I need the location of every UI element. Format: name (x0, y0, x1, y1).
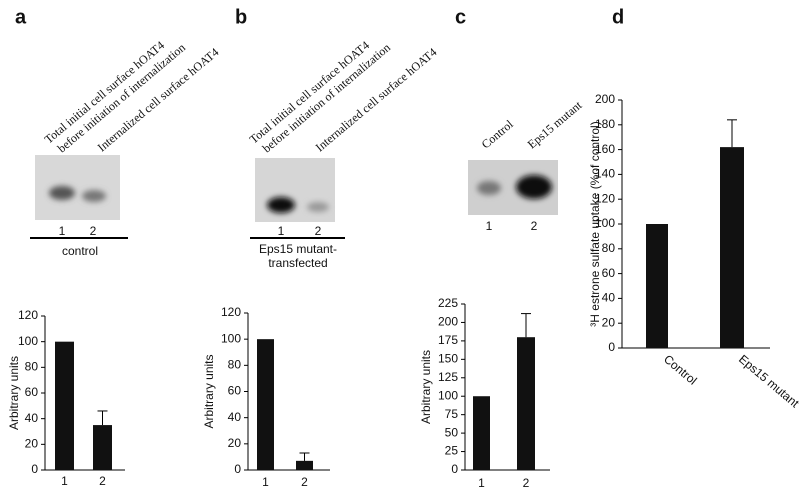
lane-label: 1 (59, 224, 66, 238)
y-tick-label: 100 (595, 216, 615, 230)
condition-label: control (62, 244, 98, 258)
y-tick-label: 175 (438, 333, 458, 347)
x-tick-label: 2 (523, 476, 530, 490)
y-axis-label: ³H estrone sulfate uptake (%of control) (588, 121, 602, 326)
y-tick-label: 40 (228, 410, 242, 424)
y-tick-label: 0 (31, 462, 38, 476)
bar (296, 460, 313, 470)
blot-c (468, 160, 558, 215)
y-tick-label: 40 (25, 411, 39, 425)
y-tick-label: 100 (438, 388, 458, 402)
bar (93, 425, 112, 470)
lane-label: 2 (90, 224, 97, 238)
condition-label: transfected (268, 256, 327, 270)
y-tick-label: 20 (602, 315, 616, 329)
y-tick-label: 225 (438, 296, 458, 310)
lane-label: 1 (486, 219, 493, 233)
y-tick-label: 200 (595, 92, 615, 106)
y-tick-label: 150 (438, 352, 458, 366)
y-tick-label: 60 (25, 385, 39, 399)
lane-label: 1 (278, 224, 285, 238)
lane-label: 2 (531, 219, 538, 233)
y-tick-label: 0 (608, 340, 615, 354)
y-tick-label: 0 (451, 462, 458, 476)
x-tick-label: 1 (478, 476, 485, 490)
x-tick-label: 2 (99, 474, 106, 488)
y-axis-label: Arbitrary units (419, 350, 433, 424)
bar (55, 341, 74, 470)
y-tick-label: 140 (595, 167, 615, 181)
y-tick-label: 20 (228, 436, 242, 450)
bar (646, 224, 668, 348)
y-tick-label: 200 (438, 315, 458, 329)
blot-b (250, 158, 345, 239)
panel-letter: a (15, 6, 27, 28)
blot-a (30, 155, 128, 239)
y-tick-label: 40 (602, 291, 616, 305)
y-tick-label: 0 (234, 462, 241, 476)
y-tick-label: 50 (445, 425, 459, 439)
y-tick-label: 120 (18, 308, 38, 322)
x-tick-label: Control (661, 352, 700, 388)
x-tick-label: Eps15 mutant (736, 352, 800, 411)
x-tick-label: 2 (301, 475, 308, 489)
x-tick-label: 1 (61, 474, 68, 488)
y-tick-label: 60 (602, 266, 616, 280)
bar (517, 337, 535, 470)
condition-label: Eps15 mutant- (259, 242, 337, 256)
panel-letter: d (612, 6, 624, 28)
panel-letter: b (235, 6, 247, 28)
y-axis-label: Arbitrary units (202, 354, 216, 428)
blot-label: Control (479, 117, 517, 152)
y-tick-label: 100 (221, 331, 241, 345)
y-tick-label: 160 (595, 142, 615, 156)
y-tick-label: 75 (445, 407, 459, 421)
y-tick-label: 25 (445, 444, 459, 458)
y-tick-label: 120 (221, 305, 241, 319)
y-tick-label: 125 (438, 370, 458, 384)
y-tick-label: 60 (228, 384, 242, 398)
y-tick-label: 120 (595, 191, 615, 205)
y-tick-label: 80 (228, 358, 242, 372)
bar (720, 147, 744, 348)
y-axis-label: Arbitrary units (7, 356, 21, 430)
bar (257, 339, 274, 470)
blot-label: Total initial cell surface hOAT4 (247, 38, 372, 146)
blot-label: Total initial cell surface hOAT4 (42, 38, 167, 146)
lane-label: 2 (315, 224, 322, 238)
y-tick-label: 20 (25, 437, 39, 451)
y-tick-label: 80 (602, 241, 616, 255)
y-tick-label: 100 (18, 334, 38, 348)
y-tick-label: 80 (25, 360, 39, 374)
x-tick-label: 1 (262, 475, 269, 489)
blot-label: Eps15 mutant (525, 98, 585, 152)
y-tick-label: 180 (595, 117, 615, 131)
panel-letter: c (455, 6, 466, 28)
bar (473, 396, 490, 470)
